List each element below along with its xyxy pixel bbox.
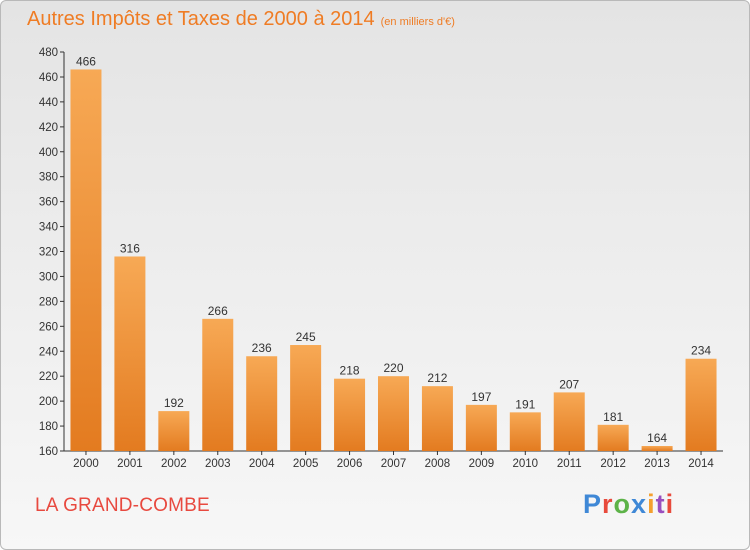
- y-tick-label: 480: [39, 47, 58, 59]
- y-tick-label: 200: [39, 396, 58, 408]
- proxiti-logo: Proxiti: [583, 489, 675, 519]
- commune-name: LA GRAND-COMBE: [35, 495, 210, 516]
- bar-value-label: 245: [296, 330, 316, 344]
- x-axis: 2000 2001 2002 2003 2004 2005 2006 2007 2008 2009…: [64, 450, 723, 470]
- bar: [641, 446, 673, 451]
- x-tick-label: 2014: [688, 458, 714, 470]
- bar: [70, 69, 102, 452]
- bar: [465, 404, 497, 451]
- bar: [202, 318, 234, 451]
- y-tick-label: 260: [39, 321, 58, 333]
- bar-value-label: 191: [515, 397, 535, 411]
- bar-value-label: 181: [603, 410, 623, 424]
- bar-value-label: 236: [252, 341, 272, 355]
- bar-value-label: 220: [383, 361, 403, 375]
- x-tick-label: 2007: [381, 458, 407, 470]
- bar: [378, 376, 409, 451]
- bar-value-label: 266: [208, 304, 228, 318]
- x-tick-label: 2005: [293, 458, 319, 470]
- y-tick-label: 160: [39, 446, 58, 458]
- y-tick-label: 400: [39, 147, 58, 159]
- bar: [553, 392, 585, 451]
- y-tick-label: 380: [39, 172, 58, 184]
- bar-value-label: 218: [340, 364, 360, 378]
- y-tick-label: 280: [39, 296, 58, 308]
- bar-value-label: 197: [471, 390, 491, 404]
- bar: [685, 358, 717, 451]
- bar: [246, 356, 278, 451]
- chart-unit: (en milliers d'€): [380, 16, 455, 28]
- chart-title-text: Autres Impôts et Taxes de 2000 à 2014: [27, 8, 375, 30]
- y-tick-label: 180: [39, 421, 58, 433]
- x-tick-label: 2009: [469, 458, 495, 470]
- bar-value-label: 192: [164, 396, 184, 410]
- x-tick-label: 2008: [425, 458, 451, 470]
- bar-value-label: 212: [427, 371, 447, 385]
- bar-value-label: 164: [647, 431, 667, 445]
- y-tick-label: 460: [39, 72, 58, 84]
- x-tick-label: 2004: [249, 458, 275, 470]
- bar-value-label: 234: [691, 344, 711, 358]
- bar-value-label: 316: [120, 241, 140, 255]
- x-tick-label: 2003: [205, 458, 231, 470]
- x-tick-label: 2011: [557, 458, 582, 470]
- bar: [421, 386, 453, 451]
- y-axis: 160 180 200 220 240 260 280 300 320 340 360 380 400 4…: [39, 47, 65, 458]
- x-tick-label: 2010: [513, 458, 539, 470]
- y-tick-label: 340: [39, 222, 58, 234]
- bar-value-label: 466: [76, 54, 96, 68]
- bar-value-label: 207: [559, 377, 579, 391]
- bar: [158, 411, 190, 451]
- y-tick-label: 440: [39, 97, 58, 109]
- x-tick-label: 2012: [600, 458, 626, 470]
- x-tick-label: 2001: [117, 458, 143, 470]
- bars: 466 316 192 266 236 245 218 220 212 197 191 207 181 1…: [70, 54, 717, 452]
- x-tick-label: 2002: [161, 458, 187, 470]
- chart-title: Autres Impôts et Taxes de 2000 à 2014 (en…: [27, 8, 455, 31]
- y-tick-label: 320: [39, 247, 58, 259]
- bar: [290, 345, 322, 451]
- y-tick-label: 300: [39, 271, 58, 283]
- x-tick-label: 2000: [73, 458, 99, 470]
- x-tick-label: 2006: [337, 458, 363, 470]
- bar: [509, 412, 541, 451]
- y-tick-label: 240: [39, 346, 58, 358]
- bar: [114, 256, 146, 451]
- x-tick-label: 2013: [644, 458, 670, 470]
- y-tick-label: 360: [39, 197, 58, 209]
- bar: [597, 424, 629, 451]
- y-tick-label: 220: [39, 371, 58, 383]
- y-tick-label: 420: [39, 122, 58, 134]
- bar: [334, 378, 366, 451]
